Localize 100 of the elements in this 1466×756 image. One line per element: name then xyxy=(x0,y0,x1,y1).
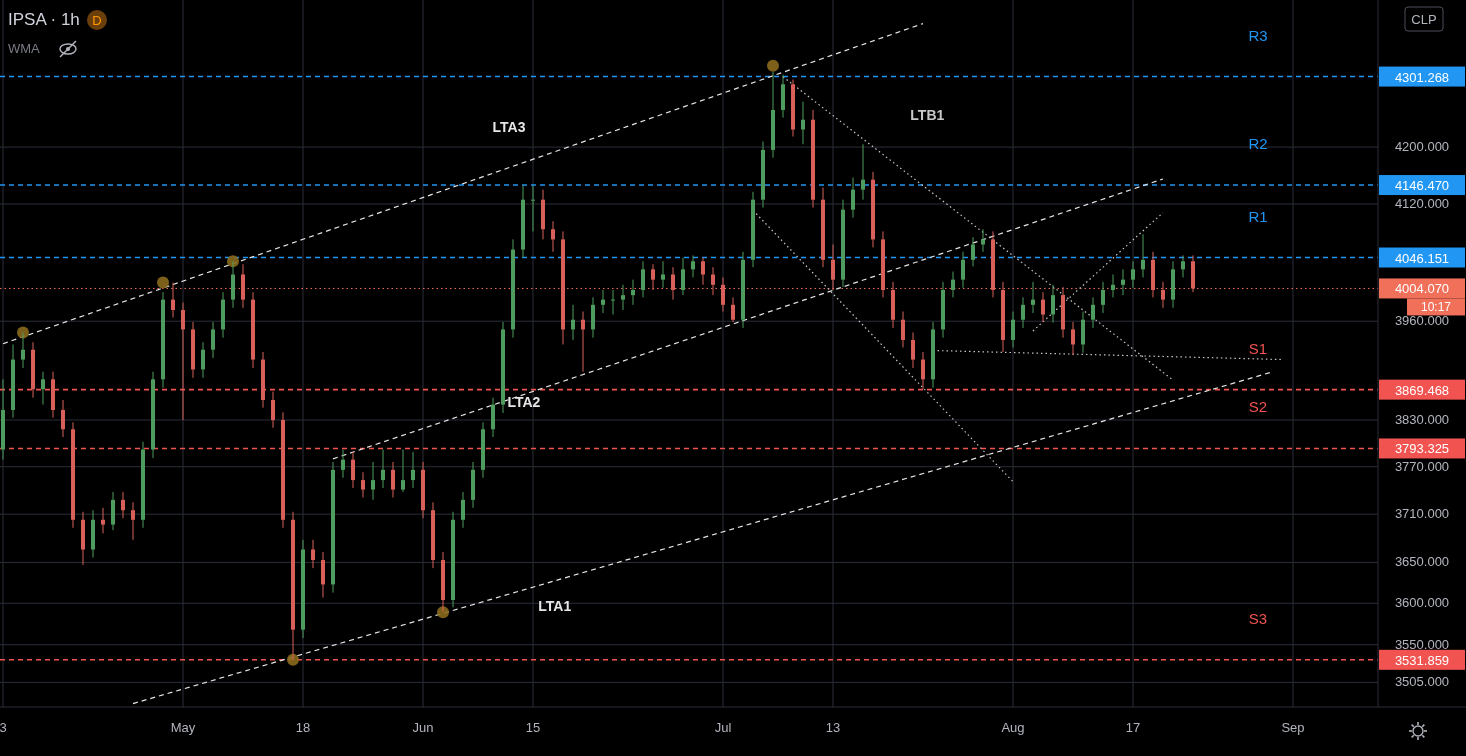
candlestick xyxy=(21,331,25,369)
candlestick xyxy=(551,220,555,253)
candlestick xyxy=(831,243,835,291)
candlestick xyxy=(101,507,105,534)
x-tick-label: 17 xyxy=(1125,720,1141,735)
candlestick xyxy=(681,257,685,296)
candlestick xyxy=(171,282,175,318)
candlestick xyxy=(911,331,915,369)
candlestick xyxy=(381,449,385,489)
candlestick xyxy=(571,304,575,341)
x-tick-label: 3 xyxy=(0,720,7,735)
y-tick-label: 3830.000 xyxy=(1394,411,1450,427)
candlestick xyxy=(861,143,865,201)
y-tick-label: 4120.000 xyxy=(1394,195,1450,211)
candlestick xyxy=(1041,291,1045,323)
candlestick xyxy=(701,257,705,286)
candlestick xyxy=(951,271,955,298)
candlestick xyxy=(201,341,205,379)
series-label: LTA2 xyxy=(507,394,541,411)
candlestick xyxy=(461,491,465,529)
y-tick-label: 3550.000 xyxy=(1394,636,1450,652)
candlestick xyxy=(581,311,585,373)
ref-line-label: R2 xyxy=(1248,135,1268,153)
candlestick xyxy=(1071,321,1075,356)
candlestick xyxy=(371,461,375,501)
point xyxy=(437,606,449,619)
x-tick-label: 18 xyxy=(295,720,311,735)
y-tick-label: 3650.000 xyxy=(1394,554,1450,570)
candlestick xyxy=(411,451,415,489)
x-tick-label: Aug xyxy=(1001,720,1025,735)
candlestick xyxy=(611,289,615,315)
ref-line-label: R1 xyxy=(1248,207,1268,225)
candlestick xyxy=(1111,274,1115,298)
y-tick-label: 3710.000 xyxy=(1394,506,1450,522)
candlestick xyxy=(311,539,315,569)
candlestick xyxy=(211,321,215,359)
ref-line-label: S3 xyxy=(1248,609,1268,627)
candlestick xyxy=(1021,296,1025,329)
candlestick xyxy=(341,449,345,479)
series-label: LTA3 xyxy=(492,118,526,135)
candlestick xyxy=(691,254,695,278)
x-tick-label: 15 xyxy=(525,720,541,735)
candlestick xyxy=(631,279,635,306)
series-label: LTA1 xyxy=(538,597,572,614)
candlestick xyxy=(1011,311,1015,348)
candlestick xyxy=(921,351,925,390)
candlestick xyxy=(121,491,125,519)
candlestick xyxy=(961,251,965,289)
candlestick xyxy=(1161,281,1165,309)
candlestick xyxy=(721,276,725,313)
candlestick xyxy=(671,266,675,301)
candlestick xyxy=(41,371,45,406)
y-tick-label: 4200.000 xyxy=(1394,139,1450,155)
x-tick-label: Jun xyxy=(412,720,434,735)
y-tick-label: 3960.000 xyxy=(1394,313,1450,329)
candlestick xyxy=(851,177,855,219)
x-tick-label: Sep xyxy=(1281,720,1305,735)
candlestick xyxy=(361,471,365,498)
ref-line-label: R3 xyxy=(1248,26,1268,44)
candlestick xyxy=(61,399,65,438)
candlestick xyxy=(971,236,975,267)
text: 3869.468 xyxy=(1394,382,1450,398)
candlestick xyxy=(181,302,185,421)
text: 4146.470 xyxy=(1394,178,1450,194)
candlestick xyxy=(901,311,905,348)
ref-line-label: S2 xyxy=(1248,398,1268,416)
candlestick xyxy=(1181,254,1185,278)
candlestick xyxy=(1141,233,1145,278)
candlestick xyxy=(621,284,625,311)
point xyxy=(157,276,169,289)
y-tick-label: 3505.000 xyxy=(1394,674,1450,690)
candlestick xyxy=(1101,281,1105,314)
text: CLP xyxy=(1411,12,1437,27)
candlestick xyxy=(711,266,715,296)
candlestick xyxy=(1031,281,1035,314)
candlestick xyxy=(271,391,275,429)
candlestick xyxy=(1121,268,1125,296)
y-tick-label: 3600.000 xyxy=(1394,595,1450,611)
candlestick xyxy=(981,228,985,253)
text: 4004.070 xyxy=(1394,281,1450,297)
candlestick xyxy=(1131,260,1135,289)
point xyxy=(767,59,779,72)
ref-line-label: S1 xyxy=(1248,339,1268,357)
candlestick xyxy=(651,263,655,291)
candlestick xyxy=(391,461,395,498)
text: 3793.325 xyxy=(1394,441,1450,457)
candlestick xyxy=(1051,284,1055,324)
candlestick xyxy=(1091,296,1095,329)
y-tick-label: 3770.000 xyxy=(1394,458,1450,474)
text: 4046.151 xyxy=(1394,250,1450,266)
candlestick xyxy=(641,260,645,298)
candlestick xyxy=(601,289,605,314)
candlestick xyxy=(661,260,665,289)
candlestick xyxy=(731,296,735,323)
x-tick-label: 13 xyxy=(825,720,841,735)
text: 4301.268 xyxy=(1394,69,1450,85)
text: 10:17 xyxy=(1420,300,1452,315)
text: IPSA · 1h xyxy=(8,10,80,29)
annotation: D xyxy=(92,13,102,28)
candlestick xyxy=(801,101,805,145)
